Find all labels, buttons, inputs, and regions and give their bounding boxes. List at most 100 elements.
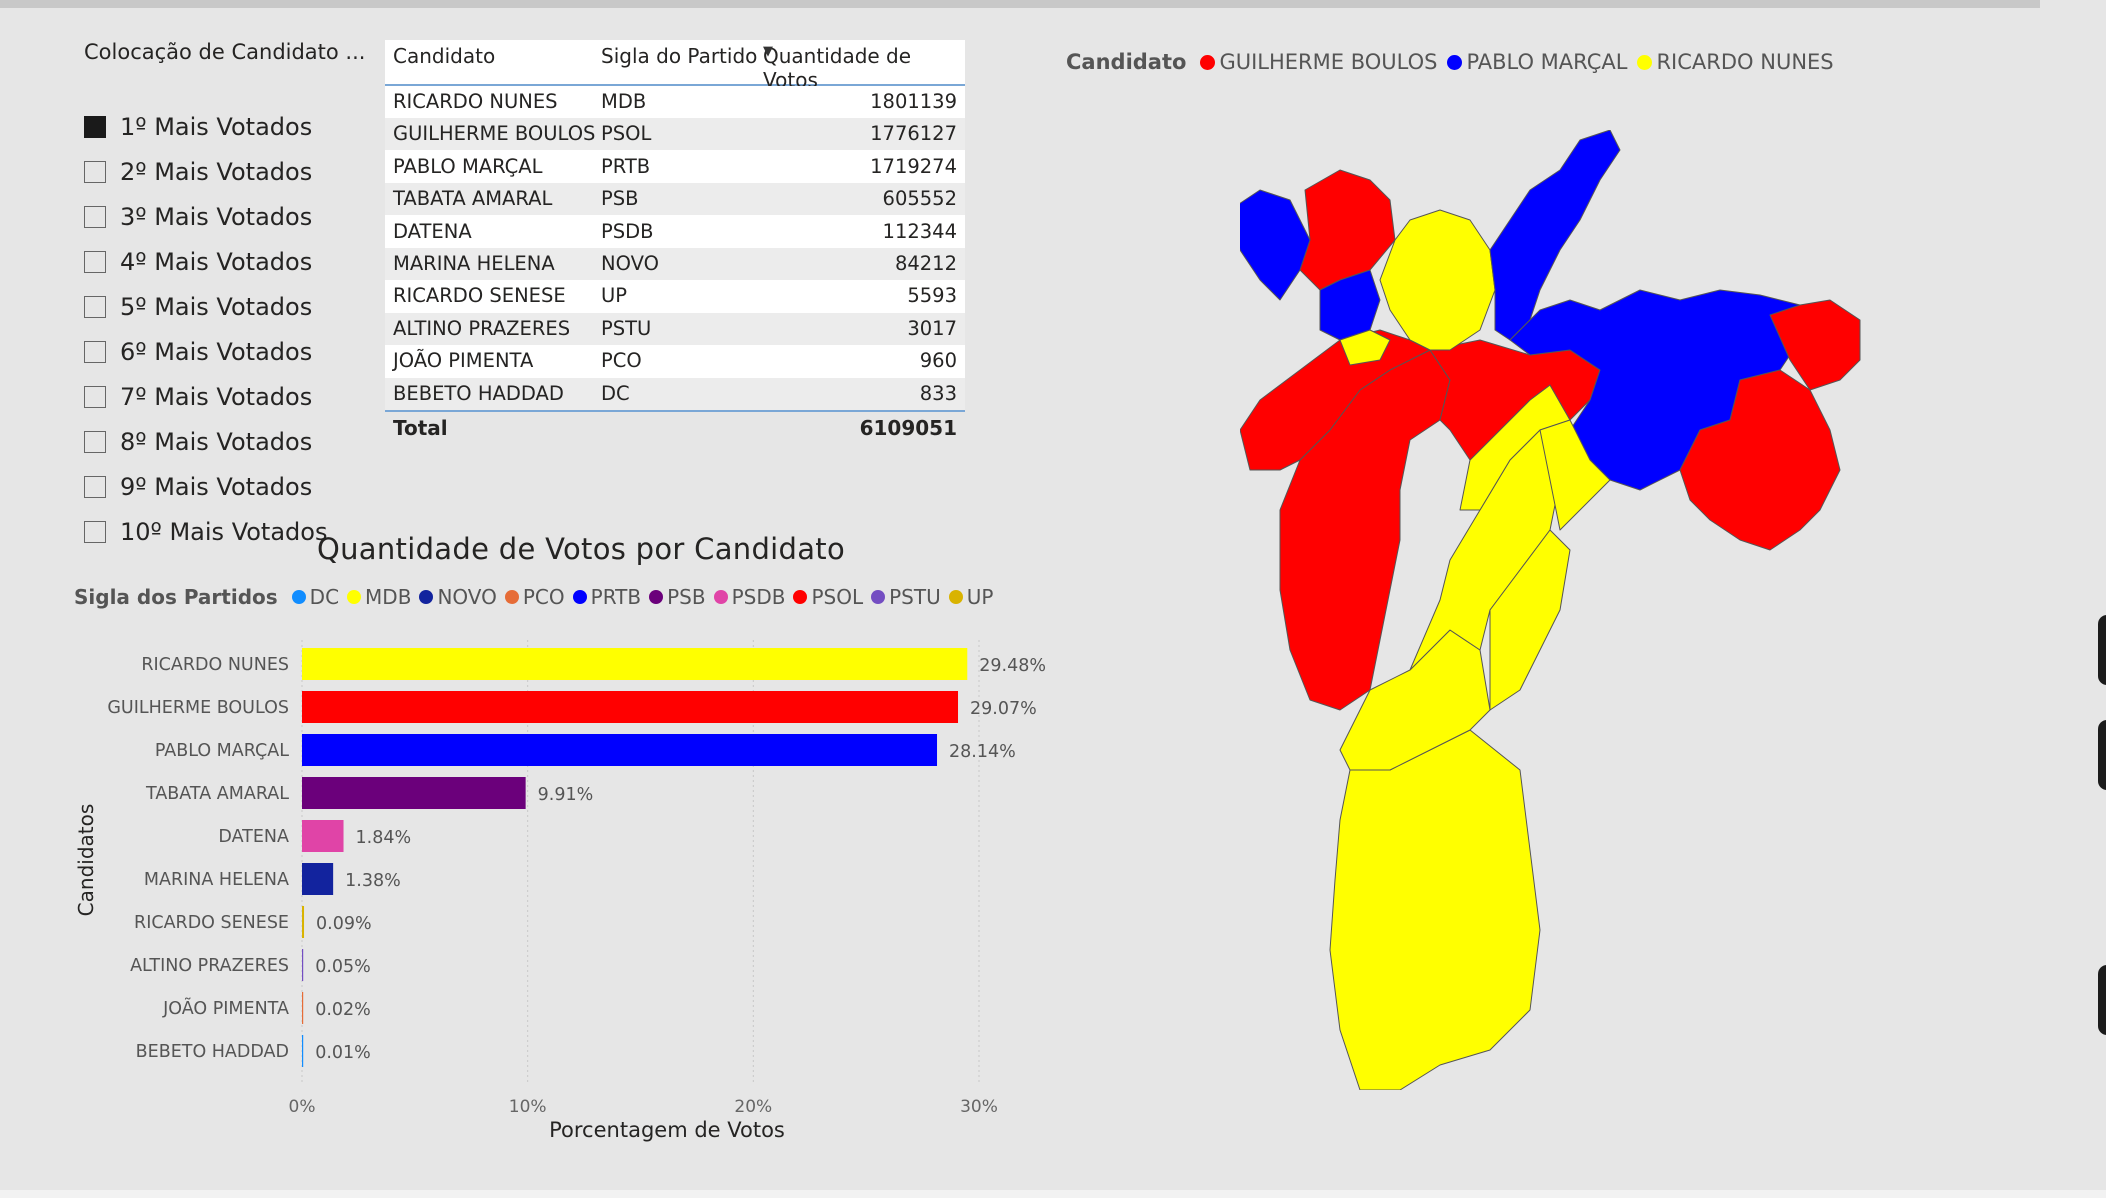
slicer-option-label: 10º Mais Votados: [120, 518, 328, 546]
party-legend-label: PCO: [522, 585, 565, 609]
table-row[interactable]: RICARDO SENESE UP 5593: [385, 280, 965, 313]
party-legend-item[interactable]: NOVO: [419, 585, 497, 609]
party-legend-item[interactable]: PCO: [504, 585, 565, 609]
map-region-north-west-blue[interactable]: [1319, 269, 1381, 341]
map-region-south-central[interactable]: [1339, 629, 1491, 771]
bar[interactable]: [302, 734, 938, 766]
header-sigla[interactable]: Sigla do Partido: [601, 44, 758, 68]
party-legend-item[interactable]: MDB: [347, 585, 411, 609]
map-legend: Candidato GUILHERME BOULOS PABLO MARÇAL RI…: [1066, 50, 1844, 74]
cell-candidato: RICARDO SENESE: [393, 284, 566, 308]
slicer-option[interactable]: 8º Mais Votados: [84, 425, 312, 459]
table-row[interactable]: MARINA HELENA NOVO 84212: [385, 248, 965, 280]
legend-dot-icon: [504, 590, 519, 604]
legend-dot-icon: [871, 590, 886, 604]
bar[interactable]: [302, 820, 344, 852]
votes-bar-chart[interactable]: 0% 10% 20% 30% RICARDO NUNES 29.48% GUILHERME …: [0, 0, 1060, 1160]
map-region-center-east-yellow[interactable]: [1539, 419, 1611, 531]
party-legend-item[interactable]: PSB: [649, 585, 706, 609]
category-label: DATENA: [218, 827, 289, 847]
table-row[interactable]: DATENA PSDB 112344: [385, 215, 965, 248]
map-region-north[interactable]: [1379, 209, 1496, 351]
table-row[interactable]: BEBETO HADDAD DC 833: [385, 377, 965, 410]
party-legend-label: UP: [966, 585, 994, 609]
cell-candidato: GUILHERME BOULOS: [393, 122, 596, 146]
party-legend-item[interactable]: PSTU: [871, 585, 941, 609]
checkbox-icon[interactable]: [84, 476, 106, 498]
map-legend-item[interactable]: RICARDO NUNES: [1637, 50, 1834, 74]
party-legend-item[interactable]: DC: [291, 585, 339, 609]
bar[interactable]: [302, 992, 304, 1024]
checkbox-icon[interactable]: [84, 431, 106, 453]
map-region-north-small[interactable]: [1339, 329, 1391, 366]
slicer-option[interactable]: 7º Mais Votados: [84, 380, 312, 414]
map-region-far-east[interactable]: [1679, 369, 1841, 551]
map-legend-item[interactable]: GUILHERME BOULOS: [1200, 50, 1437, 74]
table-row[interactable]: ALTINO PRAZERES PSTU 3017: [385, 312, 965, 345]
cell-candidato: TABATA AMARAL: [393, 187, 553, 211]
table-row[interactable]: RICARDO NUNES MDB 1801139: [385, 86, 965, 118]
map-region-west-inner[interactable]: [1240, 329, 1431, 471]
party-legend-label: PSTU: [889, 585, 941, 609]
map-region-far-northwest[interactable]: [1240, 189, 1311, 301]
slicer-option[interactable]: 4º Mais Votados: [84, 245, 312, 279]
map-region-south-east[interactable]: [1489, 529, 1571, 711]
cell-candidato: MARINA HELENA: [393, 252, 555, 275]
checkbox-icon[interactable]: [84, 521, 106, 543]
bar[interactable]: [302, 777, 526, 809]
table-row[interactable]: JOÃO PIMENTA PCO 960: [385, 345, 965, 378]
slicer-option[interactable]: 2º Mais Votados: [84, 155, 312, 189]
category-label: RICARDO NUNES: [141, 655, 289, 675]
bar[interactable]: [302, 1035, 304, 1067]
sort-descending-icon[interactable]: ▼: [763, 44, 773, 59]
sao-paulo-district-map[interactable]: [1240, 130, 1880, 1090]
table-row[interactable]: PABLO MARÇAL PRTB 1719274: [385, 150, 965, 183]
bar[interactable]: [302, 691, 959, 723]
data-label: 0.01%: [315, 1043, 371, 1063]
slicer-option[interactable]: 10º Mais Votados: [84, 515, 327, 549]
cell-votos: 112344: [882, 219, 957, 243]
checkbox-icon[interactable]: [84, 296, 106, 318]
party-legend-label: MDB: [365, 585, 412, 609]
slicer-option[interactable]: 9º Mais Votados: [84, 470, 312, 504]
checkbox-icon[interactable]: [84, 251, 106, 273]
total-label: Total: [393, 416, 448, 440]
map-region-east-corner[interactable]: [1769, 299, 1861, 391]
table-row[interactable]: GUILHERME BOULOS PSOL 1776127: [385, 118, 965, 151]
cell-sigla: PCO: [601, 349, 642, 373]
bar[interactable]: [302, 949, 304, 981]
cell-sigla: UP: [601, 284, 628, 308]
chart-title: Quantidade de Votos por Candidato: [317, 532, 846, 566]
placement-slicer: Colocação de Candidato ... 1º Mais Votad…: [84, 36, 384, 546]
bar[interactable]: [302, 648, 968, 680]
bar[interactable]: [302, 863, 334, 895]
slicer-option-label: 7º Mais Votados: [120, 383, 313, 411]
cell-candidato: RICARDO NUNES: [393, 90, 558, 113]
checkbox-icon[interactable]: [84, 386, 106, 408]
slicer-option[interactable]: 5º Mais Votados: [84, 290, 312, 324]
checkbox-icon[interactable]: [84, 206, 106, 228]
edge-decoration: [2098, 965, 2106, 1035]
slicer-option[interactable]: 1º Mais Votados: [84, 110, 312, 144]
legend-dot-icon: [1447, 54, 1463, 70]
header-candidato[interactable]: Candidato: [393, 44, 496, 68]
bar[interactable]: [302, 906, 305, 938]
top-scroll-bar: [0, 0, 2040, 8]
map-region-northwest[interactable]: [1299, 169, 1396, 291]
cell-candidato: ALTINO PRAZERES: [393, 316, 571, 340]
party-legend-item[interactable]: PSDB: [713, 585, 785, 609]
checkbox-checked-icon[interactable]: [84, 116, 106, 138]
party-legend-item[interactable]: PSOL: [793, 585, 863, 609]
total-value: 6109051: [859, 416, 957, 440]
map-region-south[interactable]: [1329, 729, 1541, 1090]
x-axis-title: Porcentagem de Votos: [549, 1118, 785, 1142]
slicer-option[interactable]: 3º Mais Votados: [84, 200, 312, 234]
party-legend-item[interactable]: PRTB: [572, 585, 641, 609]
slicer-option[interactable]: 6º Mais Votados: [84, 335, 312, 369]
party-legend-item[interactable]: UP: [948, 585, 994, 609]
checkbox-icon[interactable]: [84, 341, 106, 363]
map-region-north-east[interactable]: [1489, 130, 1621, 341]
map-legend-item[interactable]: PABLO MARÇAL: [1447, 50, 1627, 74]
checkbox-icon[interactable]: [84, 161, 106, 183]
table-row[interactable]: TABATA AMARAL PSB 605552: [385, 183, 965, 216]
